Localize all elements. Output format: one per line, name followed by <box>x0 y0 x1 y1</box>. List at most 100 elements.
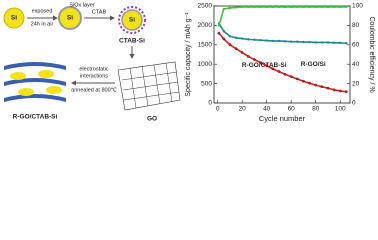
series-point <box>283 72 287 76</box>
y-tick-label: 1000 <box>198 61 213 68</box>
step-text: annealed at 800℃ <box>71 87 117 93</box>
y-tick-label: 2000 <box>198 22 213 29</box>
si-label: Si <box>11 15 17 22</box>
schematic: Si exposed 24h in air Si SiOx layer CTAB… <box>3 2 181 123</box>
series-point <box>259 38 262 42</box>
series-line <box>218 6 347 26</box>
series-point <box>217 31 221 35</box>
y2-tick-label: 40 <box>352 61 360 68</box>
series-point <box>296 40 299 43</box>
step-text: CTAB <box>92 9 107 15</box>
series-point <box>265 5 268 9</box>
series-point <box>302 79 305 83</box>
series-point <box>217 24 221 27</box>
go-label: GO <box>147 116 157 123</box>
series-point <box>228 43 232 47</box>
series-point <box>314 83 318 87</box>
product-label: R-GO/CTAB-Si <box>13 114 58 121</box>
series-point <box>332 41 336 45</box>
series-point <box>314 5 317 9</box>
step-text: interactions <box>80 73 108 79</box>
series-point <box>228 6 232 10</box>
x-tick-label: 0 <box>216 106 220 113</box>
series-point <box>265 39 268 42</box>
series-point <box>228 35 232 38</box>
series-point <box>222 30 226 33</box>
series-point <box>344 90 348 94</box>
series-point <box>332 88 336 92</box>
ctab-shell <box>118 6 146 34</box>
x-axis-label: Cycle number <box>259 114 306 123</box>
series-point <box>234 36 238 40</box>
x-tick-label: 40 <box>263 106 271 113</box>
y2-tick-label: 20 <box>352 80 360 87</box>
ctab-si-label: CTAB-Si <box>119 38 145 45</box>
series-point <box>338 89 342 93</box>
si-label: Si <box>129 17 135 24</box>
series-line <box>218 32 347 93</box>
y-tick-label: 0 <box>208 100 212 107</box>
series-point <box>289 40 293 43</box>
step-text: electrostatic <box>79 66 109 72</box>
y-tick-label: 1500 <box>198 42 213 49</box>
chart: 0 20 40 60 80 1000500100015002000250002040608… <box>185 3 375 123</box>
series-point <box>259 61 262 64</box>
series-point <box>326 5 330 9</box>
series-annotation: R-GO/CTAB-Si <box>242 62 287 69</box>
series-point <box>283 5 287 9</box>
series-point <box>271 39 275 43</box>
go-lattice <box>121 62 180 109</box>
figure: Si exposed 24h in air Si SiOx layer CTAB… <box>3 2 375 123</box>
plot-frame <box>213 5 351 104</box>
series-point <box>332 5 336 9</box>
series-point <box>320 85 324 89</box>
series-point <box>320 5 324 9</box>
series-point <box>259 5 262 9</box>
x-tick-label: 20 <box>239 106 247 113</box>
series-point <box>296 5 299 9</box>
series-point <box>277 70 281 73</box>
series-point <box>283 40 287 43</box>
series-point <box>302 5 305 9</box>
series-point <box>338 5 342 9</box>
series-point <box>308 5 311 9</box>
series-point <box>253 5 256 9</box>
series-point <box>234 6 238 9</box>
series-point <box>222 7 226 11</box>
step-text: 24h in air <box>31 21 54 27</box>
series-point <box>222 37 226 41</box>
series-point <box>265 64 269 68</box>
series-point <box>277 5 281 9</box>
series-point <box>320 41 324 44</box>
x-tick-label: 80 <box>312 106 320 113</box>
series-line <box>218 23 347 45</box>
y-tick-label: 500 <box>201 80 212 87</box>
y2-tick-label: 100 <box>352 3 363 10</box>
y-axis-label: Specific capacity / mAh g⁻¹ <box>185 12 192 97</box>
series-point <box>314 41 317 44</box>
x-tick-label: 100 <box>335 106 346 113</box>
ctab-si <box>121 9 143 31</box>
series-point <box>240 5 244 9</box>
series-point <box>302 40 305 44</box>
composite <box>4 62 66 102</box>
series-point <box>338 41 342 45</box>
si-particle <box>3 7 25 29</box>
series-point <box>234 47 238 51</box>
series-point <box>295 77 299 81</box>
series-point <box>247 38 250 41</box>
x-tick-label: 60 <box>288 106 296 113</box>
series-point <box>308 81 311 85</box>
y-tick-label: 2500 <box>198 3 213 10</box>
y2-tick-label: 80 <box>352 22 360 29</box>
series-point <box>240 51 244 54</box>
step-text: exposed <box>32 8 53 14</box>
series-point <box>253 58 256 61</box>
series-point <box>246 55 250 58</box>
series-point <box>240 37 244 40</box>
layer-label: SiOx layer <box>69 2 95 8</box>
series-annotation: R-GO/Si <box>301 61 326 68</box>
series-point <box>326 41 330 44</box>
oxidized-si <box>58 6 82 30</box>
series-point <box>253 38 256 41</box>
